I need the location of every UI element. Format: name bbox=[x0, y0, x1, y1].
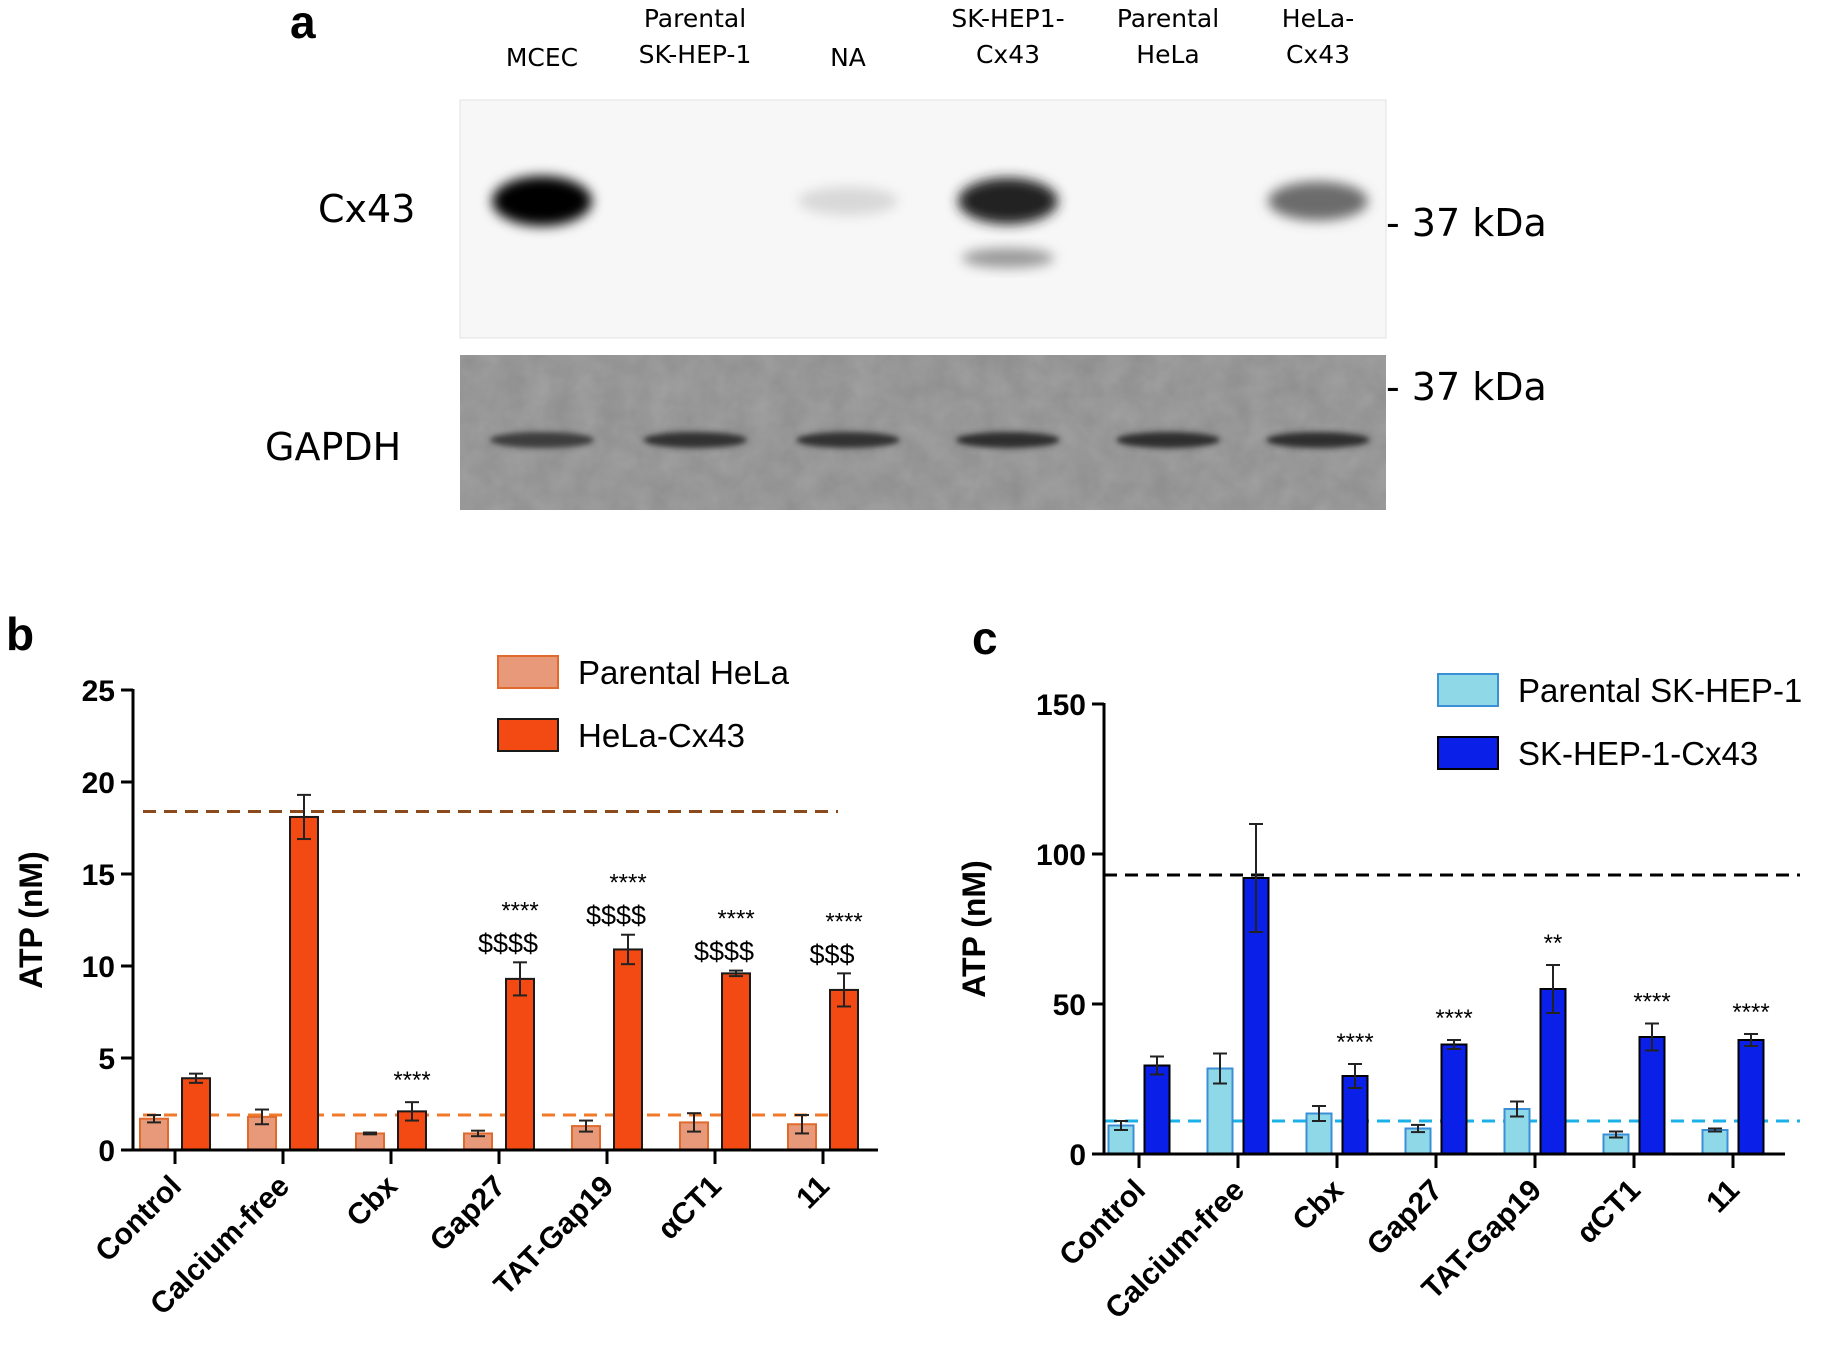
bar-parental bbox=[139, 1117, 169, 1151]
lane-label-line1: NA bbox=[830, 43, 866, 72]
y-tick-label: 5 bbox=[98, 1043, 115, 1076]
cx43-band bbox=[1268, 181, 1368, 221]
significance-dollar: $$$$ bbox=[478, 928, 538, 958]
bar-parental bbox=[1404, 1127, 1432, 1155]
gapdh-blot-label: GAPDH bbox=[265, 425, 401, 469]
bar-parental bbox=[1107, 1124, 1135, 1155]
gapdh-band bbox=[490, 432, 594, 448]
legend-swatch bbox=[1437, 736, 1499, 770]
gapdh-band bbox=[1116, 432, 1220, 448]
significance-stars: **** bbox=[1435, 1005, 1472, 1032]
cx43-marker-label: - 37 kDa bbox=[1386, 201, 1547, 245]
panel-letter-a: a bbox=[290, 0, 316, 48]
bar-cx43 bbox=[1440, 1043, 1468, 1155]
category-label: αCT1 bbox=[1570, 1174, 1646, 1250]
legend-swatch bbox=[1437, 673, 1499, 707]
legend-swatch bbox=[497, 655, 559, 689]
y-tick-label: 0 bbox=[1069, 1139, 1086, 1172]
bar-parental bbox=[1701, 1129, 1729, 1155]
gapdh-bands bbox=[490, 432, 1370, 448]
y-axis-title: ATP (nM) bbox=[956, 860, 992, 997]
bar-cx43 bbox=[1539, 988, 1567, 1155]
category-label: Cbx bbox=[1287, 1173, 1351, 1237]
gapdh-band bbox=[796, 432, 900, 448]
lane-label-line1: Parental bbox=[644, 4, 746, 33]
bar-cx43 bbox=[289, 815, 319, 1152]
cx43-band bbox=[958, 177, 1058, 225]
y-tick-label: 20 bbox=[82, 767, 115, 800]
category-label: Gap27 bbox=[1361, 1174, 1449, 1262]
significance-stars: **** bbox=[1732, 999, 1769, 1026]
lane-label-line2: SK-HEP-1 bbox=[639, 40, 752, 69]
bar-cx43 bbox=[829, 988, 859, 1151]
significance-dollar: $$$ bbox=[809, 939, 854, 969]
panel-letter-c: c bbox=[972, 612, 998, 664]
bar-cx43 bbox=[613, 948, 643, 1151]
bar-parental bbox=[355, 1132, 385, 1151]
significance-stars: ** bbox=[1544, 930, 1563, 957]
y-tick-label: 50 bbox=[1053, 989, 1086, 1022]
cx43-lower-band bbox=[962, 248, 1054, 268]
category-label: Cbx bbox=[341, 1169, 405, 1233]
cx43-band bbox=[492, 176, 592, 226]
gapdh-blot-texture bbox=[460, 355, 1386, 510]
gapdh-band bbox=[643, 432, 747, 448]
significance-stars: **** bbox=[1336, 1029, 1373, 1056]
lane-label-line2: Cx43 bbox=[976, 40, 1040, 69]
y-tick-label: 25 bbox=[82, 675, 115, 708]
cx43-band bbox=[798, 186, 898, 216]
y-tick-label: 0 bbox=[98, 1135, 115, 1168]
significance-dollar: $$$$ bbox=[586, 901, 646, 931]
category-label: Control bbox=[1053, 1174, 1152, 1273]
legend-swatch bbox=[497, 718, 559, 752]
significance-stars: **** bbox=[1633, 989, 1670, 1016]
legend-label: Parental HeLa bbox=[578, 654, 790, 691]
lane-label-line2: Cx43 bbox=[1286, 40, 1350, 69]
gapdh-band bbox=[956, 432, 1060, 448]
significance-stars: **** bbox=[393, 1067, 430, 1094]
gapdh-band bbox=[1266, 432, 1370, 448]
category-label: 11 bbox=[1700, 1174, 1746, 1220]
y-tick-label: 150 bbox=[1036, 689, 1086, 722]
panel-letter-b: b bbox=[6, 608, 34, 660]
bar-cx43 bbox=[181, 1077, 211, 1151]
cx43-blot-membrane bbox=[459, 99, 1387, 339]
bar-cx43 bbox=[721, 972, 751, 1151]
significance-stars: **** bbox=[825, 908, 862, 935]
y-tick-label: 100 bbox=[1036, 839, 1086, 872]
significance-stars: **** bbox=[609, 870, 646, 897]
y-tick-label: 15 bbox=[82, 859, 115, 892]
legend-label: SK-HEP-1-Cx43 bbox=[1518, 735, 1758, 772]
y-tick-label: 10 bbox=[82, 951, 115, 984]
bar-cx43 bbox=[1638, 1036, 1666, 1155]
lane-label-line2: HeLa bbox=[1136, 40, 1199, 69]
bar-cx43 bbox=[1143, 1064, 1171, 1155]
lane-label-line1: HeLa- bbox=[1282, 4, 1354, 33]
cx43-blot-label: Cx43 bbox=[318, 187, 415, 231]
western-blot-panel: a MCEC Parental SK-HEP-1 NA SK-HEP1- Cx43 Pare… bbox=[265, 0, 1547, 510]
y-axis-title: ATP (nM) bbox=[13, 851, 49, 988]
category-label: Control bbox=[89, 1170, 188, 1269]
significance-stars: **** bbox=[501, 897, 538, 924]
lane-label-line1: Parental bbox=[1117, 4, 1219, 33]
category-label: αCT1 bbox=[651, 1170, 727, 1246]
bar-cx43 bbox=[505, 977, 535, 1151]
significance-stars: **** bbox=[717, 906, 754, 933]
legend-label: HeLa-Cx43 bbox=[578, 717, 745, 754]
category-label: Gap27 bbox=[424, 1170, 512, 1258]
lane-label-line1: SK-HEP1- bbox=[951, 4, 1064, 33]
bar-cx43 bbox=[1737, 1039, 1765, 1155]
lane-label-line1: MCEC bbox=[506, 43, 578, 72]
lane-labels: MCEC Parental SK-HEP-1 NA SK-HEP1- Cx43 Parent… bbox=[506, 4, 1354, 72]
significance-dollar: $$$$ bbox=[694, 937, 754, 967]
category-label: 11 bbox=[790, 1170, 836, 1216]
cx43-bands bbox=[492, 176, 1368, 268]
legend-label: Parental SK-HEP-1 bbox=[1518, 672, 1802, 709]
gapdh-marker-label: - 37 kDa bbox=[1386, 365, 1547, 409]
